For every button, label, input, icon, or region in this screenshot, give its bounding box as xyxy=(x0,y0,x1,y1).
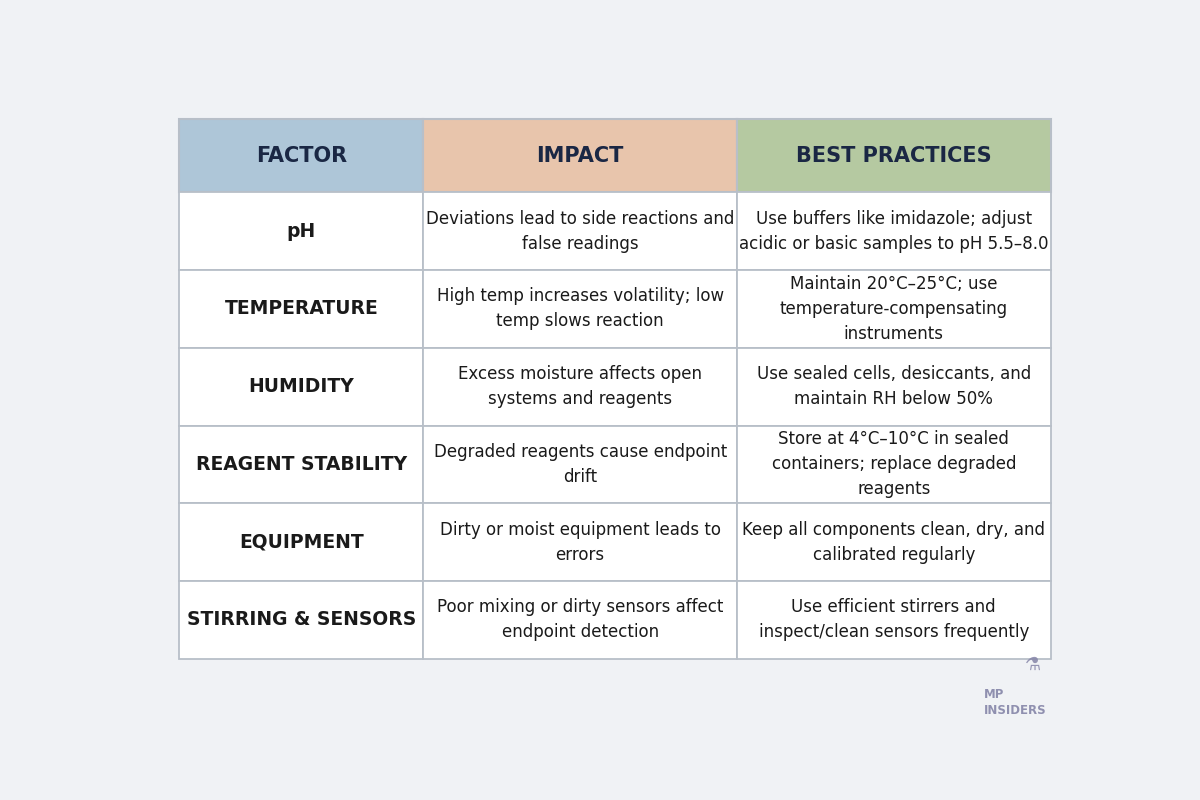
Text: Poor mixing or dirty sensors affect
endpoint detection: Poor mixing or dirty sensors affect endp… xyxy=(437,598,724,642)
Text: Maintain 20°C–25°C; use
temperature-compensating
instruments: Maintain 20°C–25°C; use temperature-comp… xyxy=(780,275,1008,343)
Bar xyxy=(180,348,424,426)
Bar xyxy=(737,503,1050,581)
Text: EQUIPMENT: EQUIPMENT xyxy=(239,533,364,552)
Bar xyxy=(737,581,1050,659)
Bar xyxy=(180,426,424,503)
Text: Dirty or moist equipment leads to
errors: Dirty or moist equipment leads to errors xyxy=(439,521,721,564)
Text: FACTOR: FACTOR xyxy=(256,146,347,166)
Bar xyxy=(424,119,737,192)
Bar xyxy=(424,348,737,426)
Text: Use efficient stirrers and
inspect/clean sensors frequently: Use efficient stirrers and inspect/clean… xyxy=(758,598,1028,642)
Text: pH: pH xyxy=(287,222,316,241)
Bar xyxy=(737,270,1050,348)
Text: Deviations lead to side reactions and
false readings: Deviations lead to side reactions and fa… xyxy=(426,210,734,253)
Bar xyxy=(180,119,424,192)
Text: Use buffers like imidazole; adjust
acidic or basic samples to pH 5.5–8.0: Use buffers like imidazole; adjust acidi… xyxy=(739,210,1049,253)
Text: STIRRING & SENSORS: STIRRING & SENSORS xyxy=(187,610,416,630)
Bar xyxy=(424,192,737,270)
Bar xyxy=(424,503,737,581)
Bar xyxy=(180,192,424,270)
Bar xyxy=(424,426,737,503)
Text: Use sealed cells, desiccants, and
maintain RH below 50%: Use sealed cells, desiccants, and mainta… xyxy=(757,365,1031,408)
Text: Keep all components clean, dry, and
calibrated regularly: Keep all components clean, dry, and cali… xyxy=(743,521,1045,564)
Bar xyxy=(737,426,1050,503)
Text: TEMPERATURE: TEMPERATURE xyxy=(224,299,378,318)
Text: ⚗: ⚗ xyxy=(1025,656,1040,674)
Text: Excess moisture affects open
systems and reagents: Excess moisture affects open systems and… xyxy=(458,365,702,408)
Text: BEST PRACTICES: BEST PRACTICES xyxy=(796,146,991,166)
Bar xyxy=(180,581,424,659)
Text: MP
INSIDERS: MP INSIDERS xyxy=(984,688,1046,717)
Bar xyxy=(424,270,737,348)
Text: High temp increases volatility; low
temp slows reaction: High temp increases volatility; low temp… xyxy=(437,287,724,330)
Bar xyxy=(737,119,1050,192)
Bar xyxy=(737,348,1050,426)
Text: Store at 4°C–10°C in sealed
containers; replace degraded
reagents: Store at 4°C–10°C in sealed containers; … xyxy=(772,430,1016,498)
Bar xyxy=(180,503,424,581)
Bar xyxy=(737,192,1050,270)
Text: REAGENT STABILITY: REAGENT STABILITY xyxy=(196,455,407,474)
Text: HUMIDITY: HUMIDITY xyxy=(248,377,354,396)
Bar xyxy=(424,581,737,659)
Bar xyxy=(180,270,424,348)
Text: IMPACT: IMPACT xyxy=(536,146,624,166)
Text: Degraded reagents cause endpoint
drift: Degraded reagents cause endpoint drift xyxy=(433,443,727,486)
